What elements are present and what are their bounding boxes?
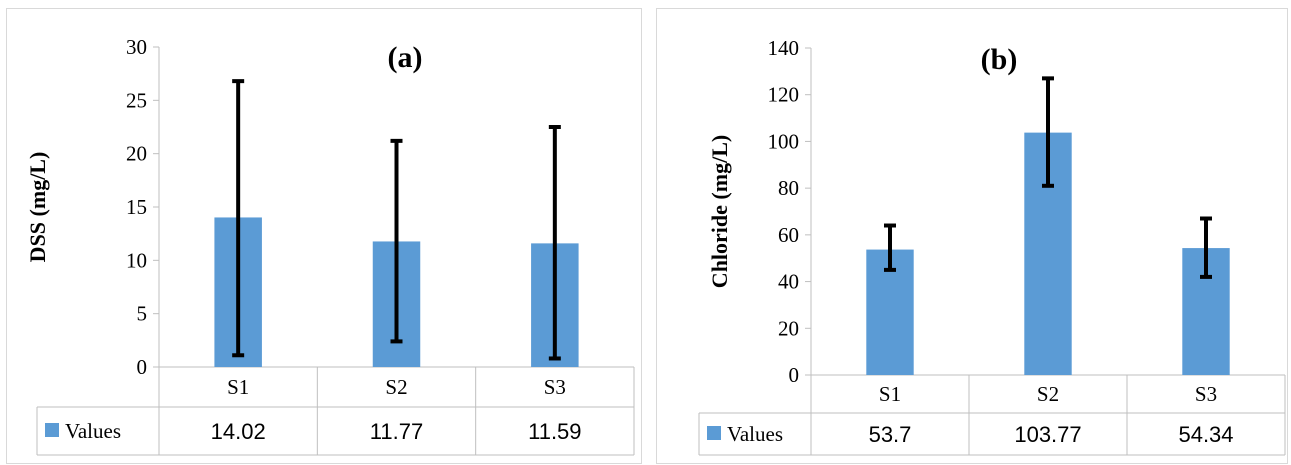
chart-a-y-tick-label: 15 <box>126 195 147 219</box>
chart-b-y-tick-label: 60 <box>778 223 799 247</box>
chart-a-legend-swatch <box>45 423 59 437</box>
chart-a-y-tick-label: 20 <box>126 142 147 166</box>
chart-a-y-axis-label: DSS (mg/L) <box>25 152 50 263</box>
chart-panel-a: 0 5 10 15 20 25 30 DSS (mg/L) (a) S1 14.02 S2 11.77 S… <box>6 8 642 464</box>
chart-b-category-label: S3 <box>1195 382 1217 406</box>
chart-b-y-tick-label: 20 <box>778 316 799 340</box>
chart-a-category-label: S3 <box>544 375 566 399</box>
chart-b-y-tick-label: 80 <box>778 176 799 200</box>
chart-b-y-tick-label: 100 <box>768 129 800 153</box>
chart-a-y-tick-label: 5 <box>137 302 148 326</box>
chart-b-y-tick-label: 0 <box>789 363 800 387</box>
chart-b-category-label: S1 <box>879 382 901 406</box>
chart-b-y-axis-label: Chloride (mg/L) <box>707 135 732 288</box>
chart-a-y-tick-label: 30 <box>126 35 147 59</box>
chart-a-category-label: S1 <box>227 375 249 399</box>
chart-a-legend-label: Values <box>65 419 121 443</box>
chart-a-value-label: 11.59 <box>528 419 581 444</box>
chart-b-svg: 0 20 40 60 80 100 120 140 Chloride (mg/L) (b) S1 53… <box>698 36 1286 456</box>
chart-b-value-label: 53.7 <box>869 422 912 447</box>
chart-b-legend-label: Values <box>727 422 783 446</box>
chart-a-svg: 0 5 10 15 20 25 30 DSS (mg/L) (a) S1 14.02 S2 11.77 S… <box>25 35 635 456</box>
chart-a-y-tick-label: 0 <box>137 355 148 379</box>
chart-a-y-tick-label: 10 <box>126 248 147 272</box>
chart-b-y-tick-label: 120 <box>768 83 800 107</box>
chart-a-y-tick-label: 25 <box>126 88 147 112</box>
chart-b-value-label: 54.34 <box>1178 422 1233 447</box>
chart-b-panel-label: (b) <box>981 43 1018 76</box>
chart-a-value-label: 14.02 <box>211 419 266 444</box>
chart-b-legend-swatch <box>707 426 721 440</box>
chart-b-y-tick-label: 40 <box>778 270 799 294</box>
chart-a-value-label: 11.77 <box>370 419 423 444</box>
chart-a-category-label: S2 <box>385 375 407 399</box>
chart-b-value-label: 103.77 <box>1014 422 1081 447</box>
chart-a-panel-label: (a) <box>388 41 423 74</box>
chart-panel-b: 0 20 40 60 80 100 120 140 Chloride (mg/L) (b) S1 53… <box>656 8 1288 464</box>
chart-b-category-label: S2 <box>1037 382 1059 406</box>
chart-b-y-tick-label: 140 <box>768 36 800 60</box>
